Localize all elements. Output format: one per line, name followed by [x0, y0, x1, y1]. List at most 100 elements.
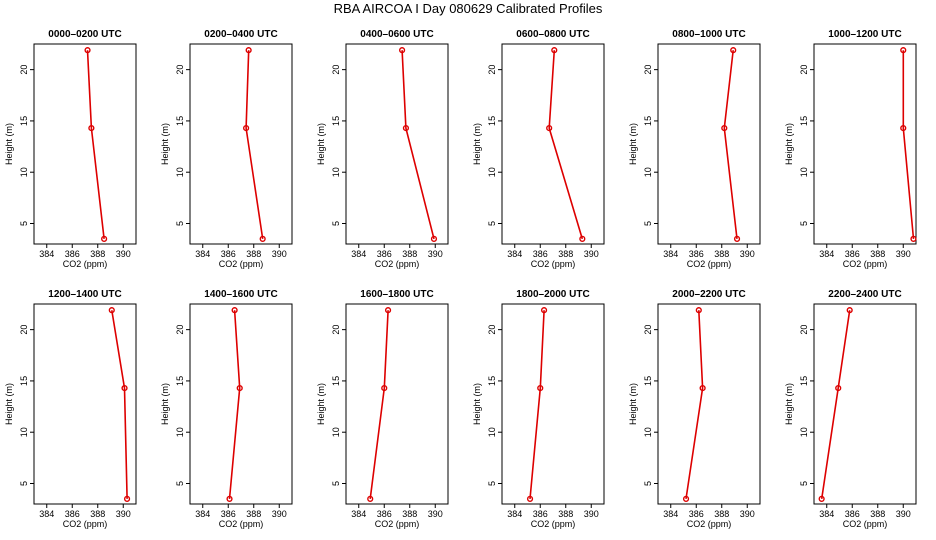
panel: 1200–1400 UTC 384 386 388 390 5 10 15 20 CO2 (ppm…: [4, 289, 137, 529]
y-tick-label: 5: [799, 481, 809, 486]
panel-title: 1000–1200 UTC: [828, 29, 901, 40]
x-axis-label: CO2 (ppm): [375, 519, 420, 529]
main-title: RBA AIRCOA I Day 080629 Calibrated Profi…: [334, 1, 603, 16]
x-tick-label: 390: [116, 249, 131, 259]
x-tick-label: 390: [584, 249, 599, 259]
panel-title: 1800–2000 UTC: [516, 289, 589, 300]
panel: 1600–1800 UTC 384 386 388 390 5 10 15 20 CO2 (ppm…: [316, 289, 449, 529]
x-tick-label: 388: [402, 509, 417, 519]
profile-point: [910, 235, 917, 242]
profile-point: [900, 125, 907, 132]
y-tick-label: 10: [799, 427, 809, 437]
x-axis-label: CO2 (ppm): [843, 259, 888, 269]
plot-frame: [345, 303, 449, 505]
profile-point: [381, 385, 388, 392]
y-tick-label: 15: [331, 376, 341, 386]
profile-point: [730, 47, 737, 54]
y-tick-label: 20: [643, 325, 653, 335]
profile-point: [367, 495, 374, 502]
profile-point: [101, 235, 108, 242]
x-tick-label: 388: [714, 509, 729, 519]
profile-point: [721, 125, 728, 132]
x-tick-label: 384: [663, 509, 678, 519]
profile-point: [551, 47, 558, 54]
y-tick-label: 10: [643, 167, 653, 177]
profile-line: [228, 310, 241, 499]
x-axis-label: CO2 (ppm): [219, 519, 264, 529]
profile-point: [537, 385, 544, 392]
x-axis-label: CO2 (ppm): [687, 519, 732, 529]
profile-point: [399, 47, 406, 54]
y-tick-label: 10: [19, 427, 29, 437]
x-tick-label: 386: [221, 249, 236, 259]
x-tick-label: 384: [507, 249, 522, 259]
profile-point: [699, 385, 706, 392]
panel: 0400–0600 UTC 384 386 388 390 5 10 15 20 CO2 (ppm…: [316, 29, 449, 269]
x-tick-label: 386: [65, 509, 80, 519]
y-tick-label: 10: [799, 167, 809, 177]
profile-line: [902, 50, 915, 239]
x-tick-label: 384: [819, 509, 834, 519]
profile-point: [846, 307, 853, 314]
y-tick-label: 5: [331, 221, 341, 226]
x-tick-label: 388: [246, 509, 261, 519]
x-axis-label: CO2 (ppm): [531, 519, 576, 529]
x-axis-label: CO2 (ppm): [219, 259, 264, 269]
y-tick-label: 5: [19, 221, 29, 226]
y-tick-label: 20: [175, 65, 185, 75]
y-tick-label: 20: [331, 325, 341, 335]
profile-point: [682, 495, 690, 502]
plot-frame: [657, 43, 761, 245]
x-tick-label: 384: [39, 509, 54, 519]
x-tick-label: 390: [428, 509, 443, 519]
x-tick-label: 386: [845, 509, 860, 519]
x-tick-label: 386: [377, 249, 392, 259]
panel-title: 1600–1800 UTC: [360, 289, 433, 300]
profile-point: [384, 307, 392, 314]
x-tick-label: 388: [870, 509, 885, 519]
plot-frame: [33, 303, 137, 505]
x-tick-label: 384: [507, 509, 522, 519]
x-tick-label: 390: [896, 509, 911, 519]
x-tick-label: 388: [558, 509, 573, 519]
x-tick-label: 386: [845, 249, 860, 259]
y-tick-label: 5: [175, 221, 185, 226]
panel: 0600–0800 UTC 384 386 388 390 5 10 15 20 CO2 (ppm…: [472, 29, 605, 269]
x-tick-label: 390: [584, 509, 599, 519]
profile-line: [86, 50, 105, 239]
x-tick-label: 390: [740, 249, 755, 259]
profile-point: [243, 125, 250, 132]
y-axis-label: Height (m): [316, 383, 326, 425]
y-tick-label: 20: [487, 65, 497, 75]
x-tick-label: 386: [533, 509, 548, 519]
profile-line: [723, 50, 738, 239]
plot-frame: [189, 303, 293, 505]
y-axis-label: Height (m): [4, 383, 14, 425]
x-tick-label: 384: [351, 249, 366, 259]
y-tick-label: 5: [487, 221, 497, 226]
y-axis-label: Height (m): [316, 123, 326, 165]
x-tick-label: 386: [533, 249, 548, 259]
y-tick-label: 10: [175, 427, 185, 437]
y-tick-label: 5: [487, 481, 497, 486]
y-tick-label: 10: [175, 167, 185, 177]
plot-frame: [813, 43, 917, 245]
y-axis-label: Height (m): [472, 383, 482, 425]
y-axis-label: Height (m): [628, 123, 638, 165]
y-tick-label: 5: [799, 221, 809, 226]
profile-line: [548, 50, 584, 240]
y-tick-label: 15: [643, 116, 653, 126]
x-axis-label: CO2 (ppm): [375, 259, 420, 269]
x-tick-label: 388: [558, 249, 573, 259]
plot-frame: [189, 43, 293, 245]
plot-frame: [657, 303, 761, 505]
y-tick-label: 20: [19, 325, 29, 335]
profile-line: [401, 50, 435, 240]
x-tick-label: 384: [39, 249, 54, 259]
y-tick-label: 10: [487, 427, 497, 437]
y-tick-label: 10: [331, 427, 341, 437]
x-tick-label: 384: [195, 249, 210, 259]
y-tick-label: 10: [19, 167, 29, 177]
x-axis-label: CO2 (ppm): [531, 259, 576, 269]
x-tick-label: 388: [714, 249, 729, 259]
